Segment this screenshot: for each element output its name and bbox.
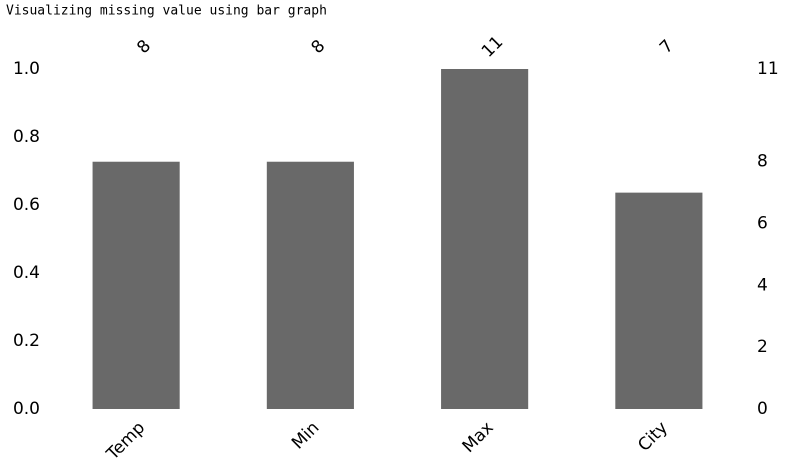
y2-tick-label: 2 bbox=[757, 337, 768, 357]
y-tick-label: 0.4 bbox=[13, 263, 40, 283]
bar bbox=[92, 161, 180, 409]
y-tick-label: 0.2 bbox=[13, 331, 40, 351]
y-tick-label: 1.0 bbox=[13, 59, 40, 79]
y2-tick-label: 4 bbox=[757, 275, 768, 295]
y2-tick-label: 0 bbox=[757, 399, 768, 419]
x-tick-label: City bbox=[634, 418, 672, 456]
bar bbox=[266, 161, 354, 409]
count-label: 11 bbox=[478, 32, 507, 61]
x-tick-label: Max bbox=[459, 418, 498, 457]
y-tick-label: 0.6 bbox=[13, 195, 40, 215]
x-tick-label: Min bbox=[288, 418, 323, 453]
y-tick-label: 0.8 bbox=[13, 127, 40, 147]
y-tick-label: 0.0 bbox=[13, 399, 40, 419]
count-label: 8 bbox=[133, 36, 155, 58]
output-header: Visualizing missing value using bar grap… bbox=[6, 4, 327, 19]
count-label: 8 bbox=[307, 36, 329, 58]
bar bbox=[441, 69, 529, 409]
y2-tick-label: 6 bbox=[757, 214, 768, 234]
count-label: 7 bbox=[656, 36, 678, 58]
bar bbox=[615, 192, 703, 409]
x-tick-label: Temp bbox=[102, 418, 149, 465]
y2-tick-label: 11 bbox=[757, 59, 779, 79]
y2-tick-label: 8 bbox=[757, 152, 768, 172]
